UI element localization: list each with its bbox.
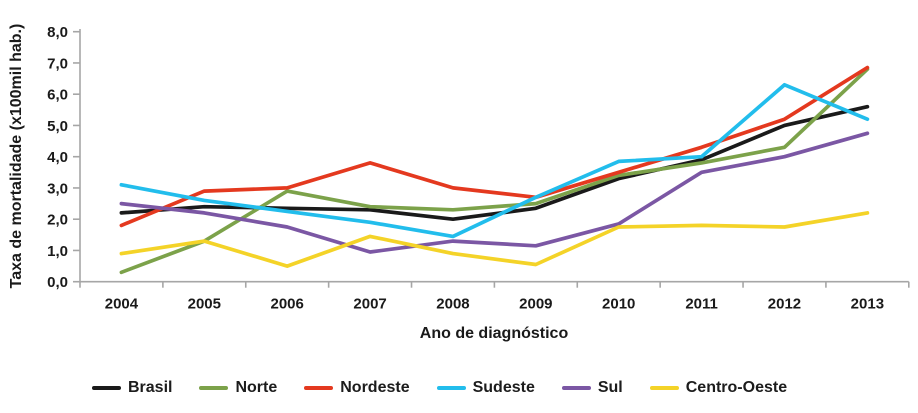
legend-swatch-centro-oeste [649, 385, 679, 391]
legend-item-brasil: Brasil [92, 379, 172, 397]
y-tick-label: 0,0 [47, 274, 68, 291]
y-tick-label: 8,0 [47, 24, 68, 41]
x-tick-label: 2005 [188, 296, 221, 313]
x-tick-label: 2006 [271, 296, 304, 313]
legend-label-norte: Norte [235, 379, 278, 396]
x-axis-tick-labels: 2004 2005 2006 2007 2008 2009 2010 2011 2012 2013 [105, 296, 884, 313]
legend-label-brasil: Brasil [128, 379, 173, 396]
legend-item-sul: Sul [561, 379, 623, 397]
mortality-line-chart: Taxa de mortalidade (x100mil hab.) Ano d… [8, 24, 910, 342]
legend-swatch-norte [199, 385, 229, 391]
x-tick-label: 2012 [768, 296, 801, 313]
legend-item-norte: Norte [199, 379, 277, 397]
x-tick-label: 2007 [353, 296, 386, 313]
y-tick-label: 6,0 [47, 87, 68, 104]
legend-label-sul: Sul [597, 379, 623, 396]
y-tick-label: 4,0 [47, 149, 68, 166]
legend-label-centro-oeste: Centro-Oeste [685, 379, 788, 396]
series-line-nordeste [119, 65, 870, 228]
x-tick-label: 2009 [519, 296, 552, 313]
x-tick-label: 2011 [685, 296, 718, 313]
legend-swatch-nordeste [304, 385, 334, 391]
series-line-sul [119, 131, 870, 254]
series-line-sudeste [119, 82, 870, 239]
y-tick-label: 7,0 [47, 55, 68, 72]
y-axis-title: Taxa de mortalidade (x100mil hab.) [8, 24, 25, 289]
legend-item-nordeste: Nordeste [304, 379, 410, 397]
legend-swatch-sul [561, 385, 591, 391]
legend-item-centro-oeste: Centro-Oeste [649, 379, 788, 397]
legend-swatch-brasil [92, 385, 121, 391]
y-tick-label: 1,0 [47, 243, 68, 260]
x-tick-label: 2008 [436, 296, 469, 313]
series-line-centro-oeste [119, 211, 870, 268]
axes [73, 29, 910, 288]
legend-label-nordeste: Nordeste [340, 379, 410, 396]
legend-item-sudeste: Sudeste [436, 379, 535, 397]
legend-swatch-sudeste [436, 385, 466, 391]
chart-legend: Brasil Norte Nordeste Sudeste Sul Centro-Oest… [92, 374, 787, 402]
x-tick-label: 2010 [602, 296, 635, 313]
x-tick-label: 2013 [851, 296, 884, 313]
legend-label-sudeste: Sudeste [472, 379, 535, 396]
y-tick-label: 2,0 [47, 212, 68, 229]
y-tick-label: 5,0 [47, 118, 68, 135]
y-axis-tick-labels: 0,0 1,0 2,0 3,0 4,0 5,0 6,0 7,0 8,0 [47, 24, 68, 291]
y-tick-label: 3,0 [47, 180, 68, 197]
series-line-norte [119, 67, 870, 275]
x-tick-label: 2004 [105, 296, 139, 313]
series-lines [119, 65, 870, 275]
x-axis-title: Ano de diagnóstico [420, 325, 569, 342]
